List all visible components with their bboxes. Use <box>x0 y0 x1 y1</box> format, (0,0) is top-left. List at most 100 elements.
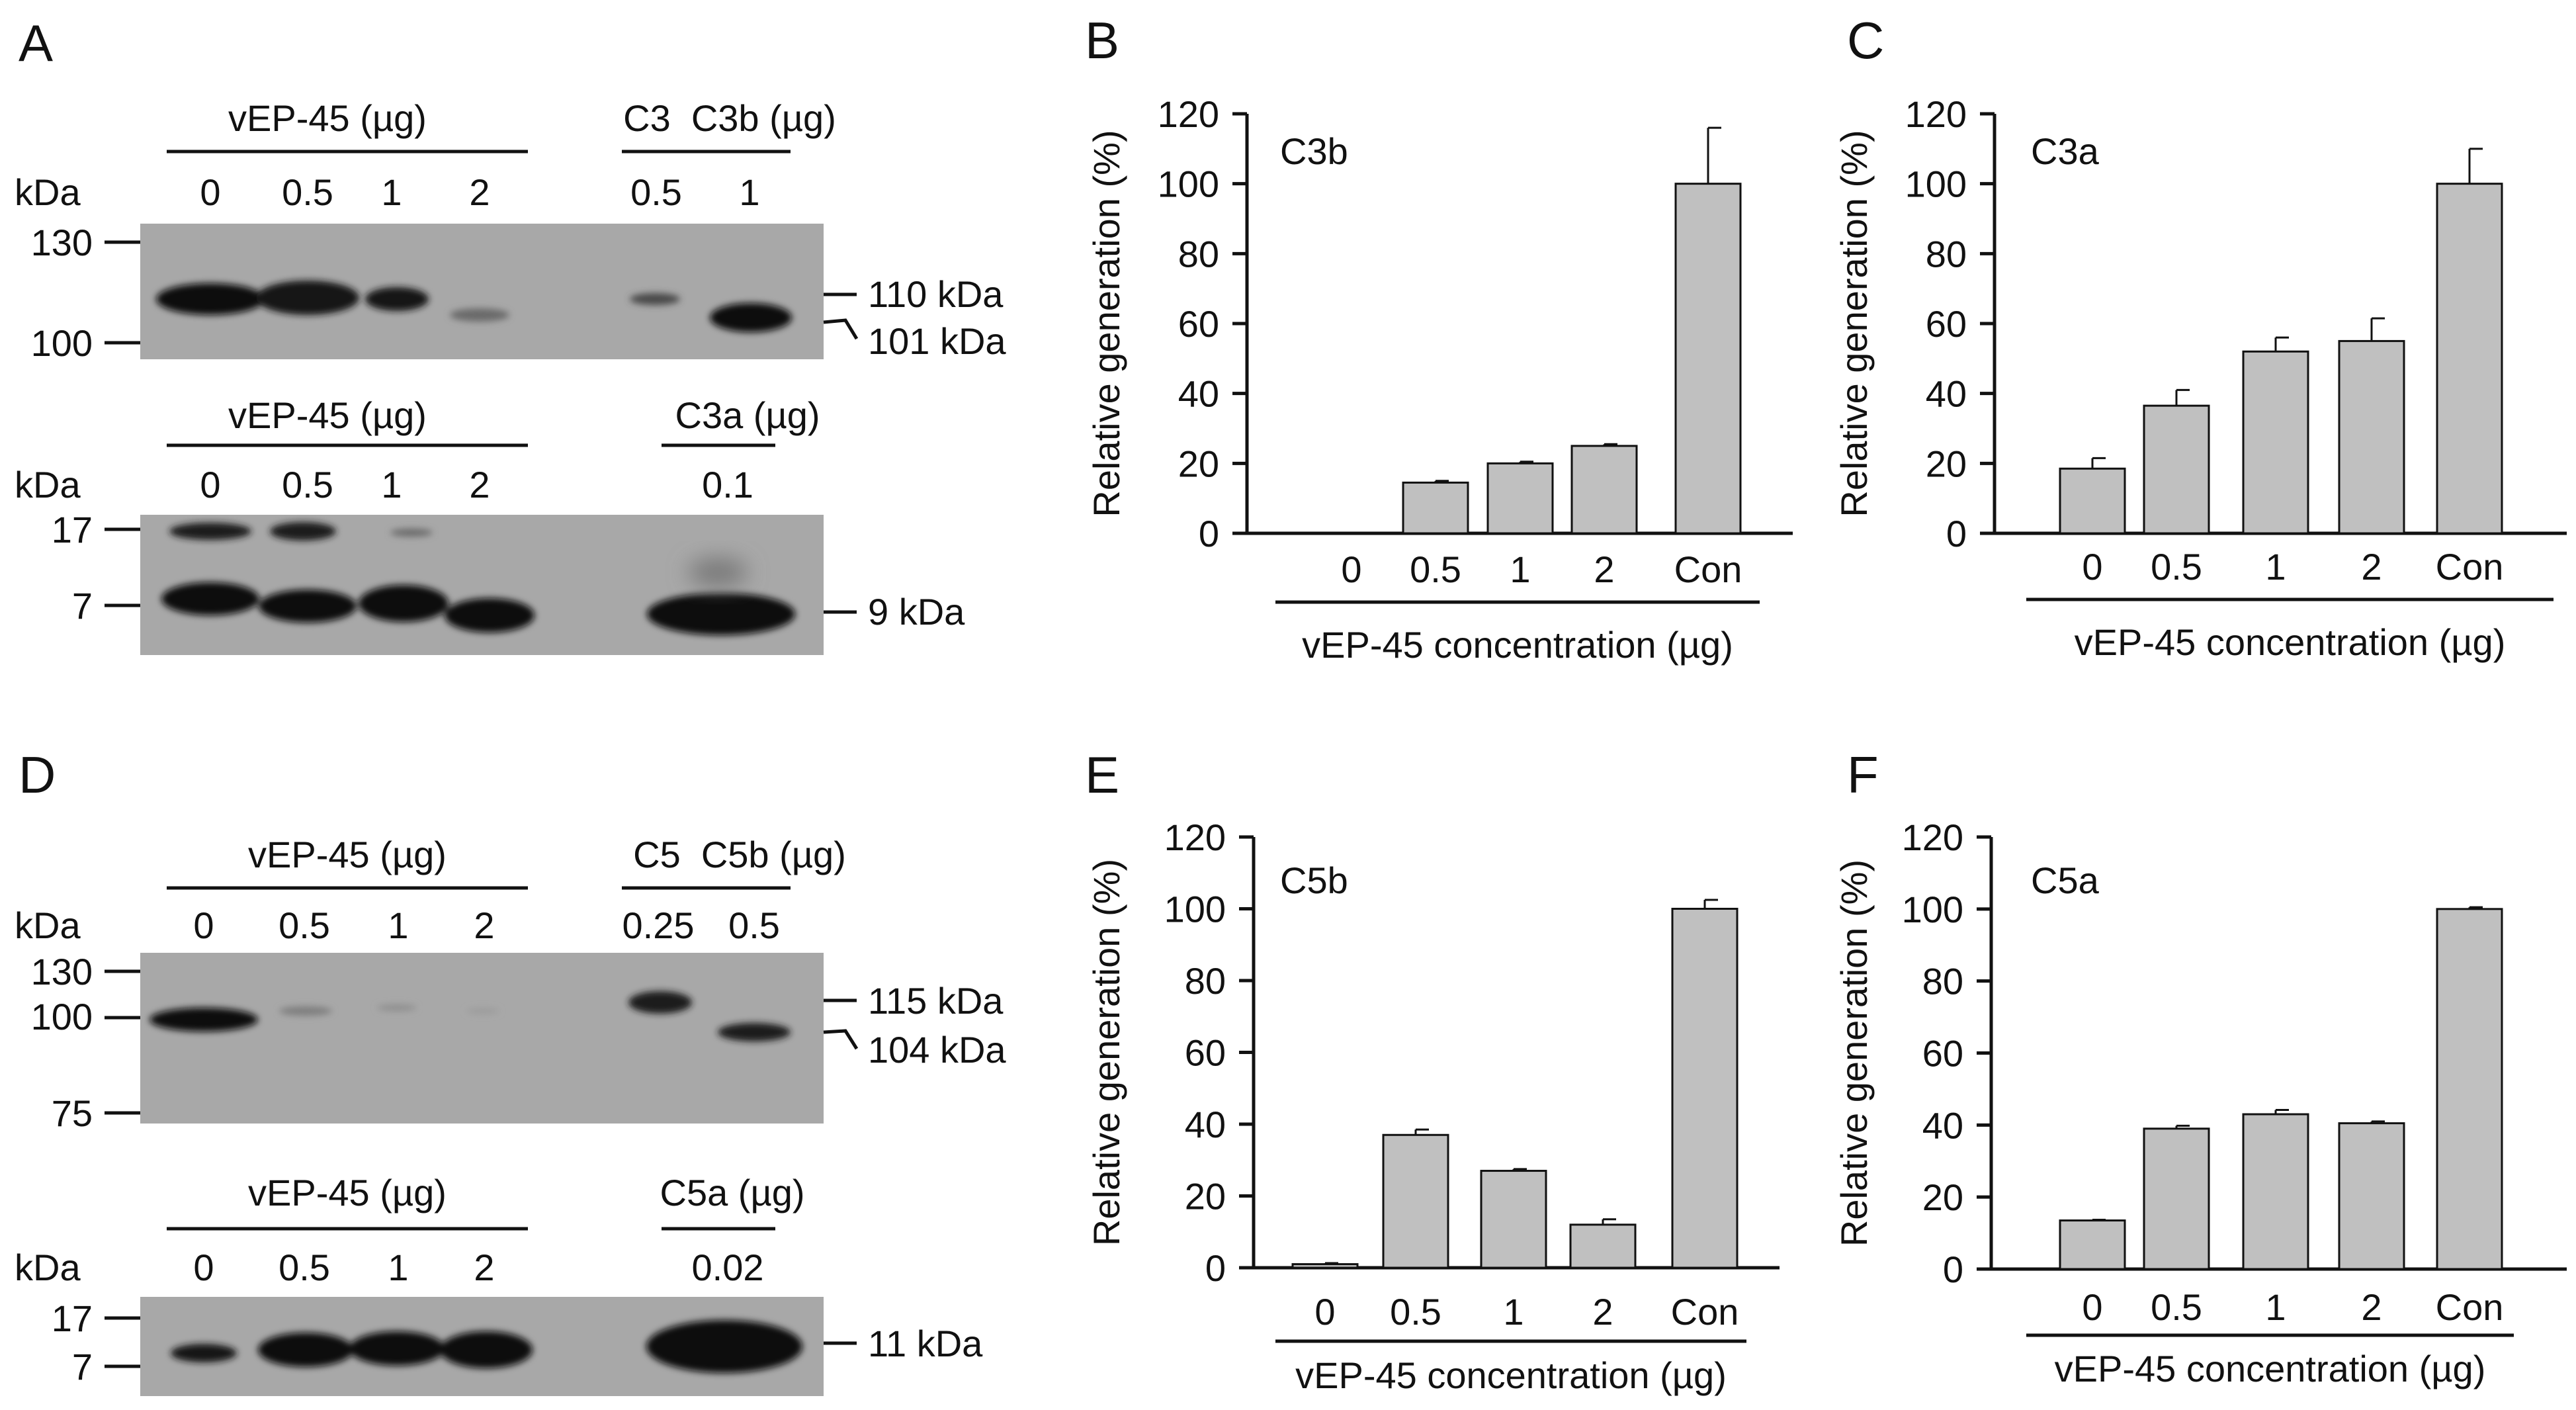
blot-d-bottom-band-label: 11 kDa <box>868 1323 983 1364</box>
x-tick-label: Con <box>1671 1291 1739 1333</box>
bar <box>2338 1122 2405 1270</box>
y-tick-label: 60 <box>1926 303 1967 345</box>
band <box>359 585 449 622</box>
y-tick-label: 60 <box>1178 303 1219 345</box>
band <box>256 281 359 315</box>
blot-d-bottom-lane: 0 <box>193 1247 214 1288</box>
blot-d-top-lane: 1 <box>388 904 408 946</box>
band <box>156 283 265 315</box>
y-tick-label: 80 <box>1922 961 1963 1002</box>
bar <box>2143 1127 2210 1270</box>
y-tick-label: 0 <box>1199 513 1219 554</box>
y-axis-label: Relative generation (%) <box>1833 859 1875 1247</box>
blot-a-bottom-lane: 2 <box>469 464 490 506</box>
band <box>390 529 433 537</box>
x-tick-label: 2 <box>1592 1291 1613 1333</box>
bar <box>1291 1263 1359 1269</box>
y-tick-label: 40 <box>1922 1104 1963 1146</box>
bar <box>2242 1113 2309 1270</box>
blot-d-bottom-lane: 2 <box>474 1247 494 1288</box>
x-axis-label: vEP-45 concentration (µg) <box>1295 1354 1727 1396</box>
bar <box>1486 462 1554 535</box>
panel-label: E <box>1085 746 1119 804</box>
y-tick-label: 100 <box>1905 163 1967 205</box>
blot-d-top-bands <box>150 991 791 1041</box>
blot-d-top-marker: 100 <box>31 996 93 1037</box>
y-tick-label: 100 <box>1158 163 1219 205</box>
y-axis-label: Relative generation (%) <box>1086 859 1127 1246</box>
panel-label: F <box>1847 746 1879 804</box>
band-smear <box>688 558 748 587</box>
blot-d-top-marker: 130 <box>31 951 93 992</box>
bar <box>1382 1133 1449 1269</box>
blot-a-bottom-group-label: vEP-45 (µg) <box>228 394 427 436</box>
y-tick-label: 80 <box>1178 233 1219 275</box>
blot-a-bottom-lane: 0.5 <box>282 464 333 506</box>
x-tick-label: 1 <box>1503 1291 1524 1333</box>
blot-d-top-lane: 0 <box>193 904 214 946</box>
blot-a-bottom-lane: 0 <box>200 464 220 506</box>
y-tick-label: 120 <box>1902 816 1963 858</box>
bar <box>2059 1219 2126 1270</box>
blot-d-top-band-label: 115 kDa <box>868 980 1004 1022</box>
blot-d-bottom-group-label: vEP-45 (µg) <box>248 1172 447 1213</box>
blot-a-top-band-label: 101 kDa <box>868 320 1006 362</box>
band <box>718 1023 791 1041</box>
panel-label-d: D <box>19 746 56 804</box>
chart-title: C5b <box>1280 859 1348 901</box>
blot-a-bottom-lane: 1 <box>381 464 402 506</box>
band <box>628 991 692 1014</box>
y-tick-label: 120 <box>1905 93 1967 135</box>
band-pointer <box>823 318 859 340</box>
blot-a-bottom-marker: 17 <box>52 509 93 551</box>
blot-a-top-lane: 1 <box>739 171 759 213</box>
y-tick-label: 60 <box>1185 1032 1226 1074</box>
y-tick-label: 60 <box>1922 1033 1963 1075</box>
y-tick-label: 20 <box>1185 1176 1226 1217</box>
panel-a: A vEP-45 (µg) C3 C3b (µg) kDa 0 0.5 1 2 … <box>15 14 1006 655</box>
blot-d-top-marker: 75 <box>52 1092 93 1134</box>
panel-d: D vEP-45 (µg) C5 C5b (µg) kDa 0 0.5 1 2 … <box>15 746 1006 1396</box>
blot-d-top-lane: 2 <box>474 904 494 946</box>
panel-label: C <box>1847 11 1884 69</box>
blot-a-bottom-marker: 7 <box>72 585 93 627</box>
blot-d-top-lane: 0.25 <box>623 904 695 946</box>
y-tick-label: 20 <box>1178 443 1219 484</box>
y-tick-label: 100 <box>1164 889 1226 930</box>
blot-a-top-lane: 0.5 <box>282 171 333 213</box>
blot-a-bottom-kda: kDa <box>15 464 81 506</box>
y-tick-label: 80 <box>1185 960 1226 1002</box>
y-axis-label: Relative generation (%) <box>1833 130 1875 517</box>
x-tick-label: 0 <box>2082 1286 2102 1328</box>
bar <box>1480 1170 1547 1269</box>
blot-a-top-marker: 130 <box>31 222 93 263</box>
panel-label-a: A <box>19 14 53 72</box>
band <box>710 303 792 332</box>
blot-d-bottom-lane: 0.02 <box>692 1247 764 1288</box>
x-tick-label: 1 <box>2265 546 2286 588</box>
bar <box>2436 908 2503 1270</box>
blot-d-top-band-label: 104 kDa <box>868 1029 1006 1071</box>
band <box>258 1333 353 1367</box>
blot-a-top-kda: kDa <box>15 171 81 213</box>
bar <box>2143 404 2210 535</box>
blot-a-top-lane: 0.5 <box>630 171 682 213</box>
chart-title: C3b <box>1280 130 1348 172</box>
blot-d-bottom-kda: kDa <box>15 1247 81 1288</box>
x-tick-label: 0 <box>1341 549 1361 590</box>
blot-a-bottom-bands <box>161 522 795 635</box>
x-tick-label: 0.5 <box>1410 549 1461 590</box>
blot-a-top-lane: 2 <box>469 171 490 213</box>
bar <box>2436 183 2503 535</box>
blot-d-top-kda: kDa <box>15 904 81 946</box>
x-axis-label: vEP-45 concentration (µg) <box>1302 624 1733 666</box>
x-tick-label: Con <box>2436 1286 2504 1328</box>
bar <box>1569 1223 1637 1269</box>
band-pointer <box>823 1029 859 1050</box>
band <box>440 1331 533 1368</box>
blot-d-bottom-marker: 7 <box>72 1346 93 1388</box>
band <box>150 1008 258 1032</box>
blot-a-bottom-lane: 0.1 <box>702 464 753 506</box>
blot-a-bottom-ctrl-label: C3a (µg) <box>675 394 820 436</box>
